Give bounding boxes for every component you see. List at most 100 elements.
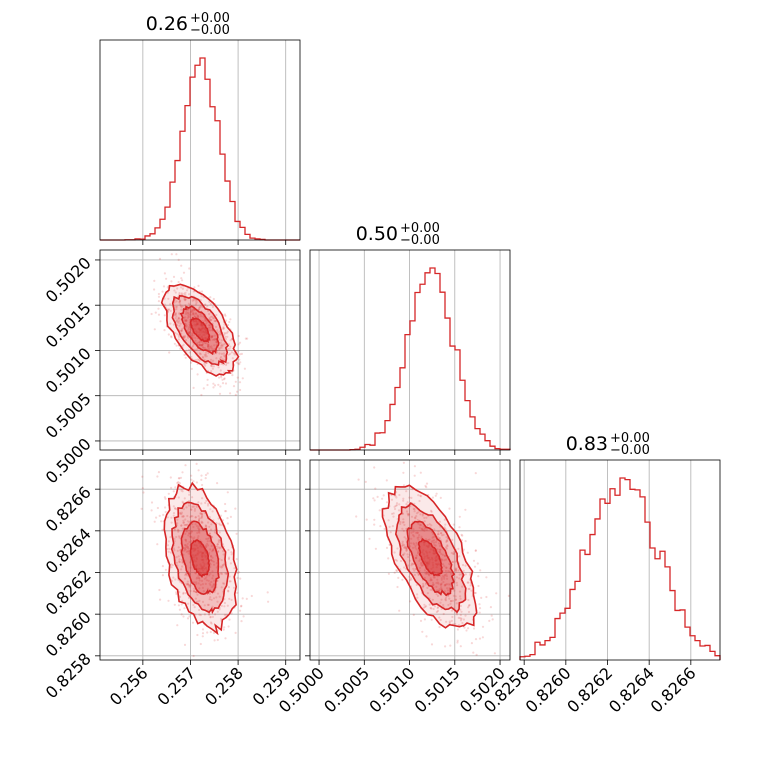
sample-point: [444, 554, 447, 557]
sample-point: [417, 552, 420, 555]
x-tick-label: 0.257: [153, 663, 199, 709]
sample-point: [188, 615, 191, 618]
sample-point: [201, 521, 204, 524]
sample-point: [437, 530, 440, 533]
sample-point: [428, 538, 431, 541]
sample-point: [164, 510, 167, 514]
sample-point: [237, 362, 240, 365]
sample-point: [213, 531, 216, 534]
sample-point: [211, 335, 214, 338]
sample-point: [464, 540, 467, 543]
sample-point: [444, 599, 447, 602]
sample-point: [203, 362, 206, 366]
sample-point: [208, 345, 212, 348]
sample-point: [176, 287, 179, 290]
sample-point: [443, 590, 446, 593]
sample-point: [240, 604, 243, 608]
sample-point: [210, 544, 213, 548]
sample-point: [210, 580, 213, 584]
sample-point: [177, 530, 180, 533]
sample-point: [427, 539, 430, 542]
sample-point: [200, 512, 204, 516]
sample-point: [433, 549, 436, 552]
sample-point: [402, 553, 405, 556]
sample-point: [212, 365, 215, 368]
sample-point: [187, 532, 191, 535]
sample-point: [182, 515, 185, 518]
sample-point: [176, 528, 179, 532]
sample-point: [391, 512, 394, 515]
sample-point: [204, 566, 207, 570]
sample-point: [208, 312, 211, 316]
y-tick-label: 0.5005: [42, 389, 95, 442]
sample-point: [178, 301, 181, 304]
sample-point: [458, 526, 461, 529]
sample-point: [434, 557, 437, 560]
sample-point: [203, 604, 206, 607]
sample-point: [461, 563, 465, 567]
sample-point: [178, 558, 181, 561]
sample-point: [180, 511, 183, 514]
sample-point: [166, 516, 169, 519]
sample-point: [438, 625, 441, 629]
sample-point: [184, 538, 187, 542]
panel-frame: [99, 249, 301, 451]
sample-point: [205, 576, 208, 579]
sample-point: [218, 546, 221, 549]
sample-point: [401, 544, 405, 547]
sample-point: [209, 572, 212, 575]
sample-point: [197, 515, 200, 518]
sample-point: [419, 494, 422, 497]
sample-point: [429, 579, 432, 582]
sample-point: [155, 516, 158, 519]
sample-point: [182, 521, 186, 524]
sample-point: [175, 315, 178, 318]
sample-point: [166, 286, 169, 289]
sample-point: [182, 519, 185, 522]
sample-point: [185, 550, 188, 554]
sample-point: [431, 539, 434, 542]
sample-point: [403, 566, 406, 569]
sample-point: [412, 567, 415, 570]
sample-point: [193, 587, 196, 590]
sample-point: [444, 596, 448, 599]
sample-point: [195, 301, 198, 304]
sample-point: [181, 500, 184, 503]
sample-point: [196, 358, 199, 361]
sample-point: [230, 371, 233, 374]
sample-point: [208, 613, 211, 616]
sample-point: [449, 602, 452, 605]
sample-point: [235, 558, 238, 561]
sample-point: [449, 572, 453, 575]
sample-point: [194, 560, 197, 563]
sample-point: [182, 591, 185, 595]
sample-point: [209, 358, 213, 361]
sample-point: [440, 582, 443, 585]
sample-point: [419, 495, 423, 498]
sample-point: [201, 483, 204, 487]
sample-point: [468, 603, 471, 607]
sample-point: [430, 567, 433, 570]
sample-point: [467, 587, 470, 591]
sample-point: [378, 509, 381, 512]
sample-point: [201, 632, 205, 635]
sample-point: [474, 591, 477, 595]
sample-point: [416, 531, 419, 535]
sample-point: [200, 565, 203, 568]
sample-point: [434, 562, 438, 566]
sample-point: [387, 519, 390, 522]
sample-point: [424, 605, 427, 609]
sample-point: [200, 324, 203, 327]
sample-point: [446, 539, 449, 543]
y-tick-label: 0.8264: [42, 524, 95, 577]
sample-point: [448, 620, 451, 623]
sample-point: [454, 560, 457, 563]
sample-point: [434, 559, 437, 562]
sample-point: [226, 347, 230, 351]
sample-point: [454, 598, 458, 601]
sample-point: [385, 479, 388, 482]
sample-point: [459, 604, 462, 608]
sample-point: [199, 333, 202, 336]
panel-frame: [99, 39, 301, 241]
sample-point: [223, 563, 226, 566]
